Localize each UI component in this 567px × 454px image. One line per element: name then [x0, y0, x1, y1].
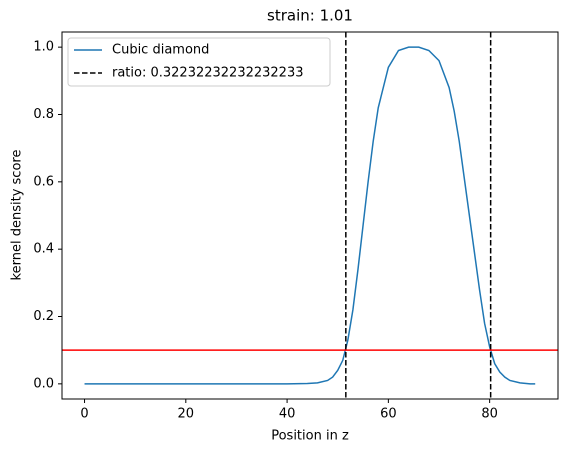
legend-label: Cubic diamond: [112, 43, 209, 58]
y-tick-label: 1.0: [33, 40, 54, 55]
axes-frame: [61, 31, 559, 400]
y-tick-label: 0.2: [33, 309, 54, 324]
x-tick-label: 80: [481, 407, 498, 422]
y-tick-label: 0.8: [33, 107, 54, 122]
legend-label: ratio: 0.32232232232232233: [112, 66, 304, 81]
x-tick-label: 40: [279, 407, 296, 422]
legend-box: [67, 37, 331, 87]
x-axis-label: Position in z: [271, 429, 349, 444]
series-line: [84, 46, 536, 385]
x-tick-label: 60: [380, 407, 397, 422]
x-tick-label: 20: [178, 407, 195, 422]
chart-title: strain: 1.01: [267, 7, 353, 25]
y-tick-label: 0.6: [33, 174, 54, 189]
y-tick-label: 0.4: [33, 242, 54, 257]
x-tick-label: 0: [80, 407, 88, 422]
y-axis-label: kernel density score: [10, 150, 25, 281]
y-tick-label: 0.0: [33, 376, 54, 391]
